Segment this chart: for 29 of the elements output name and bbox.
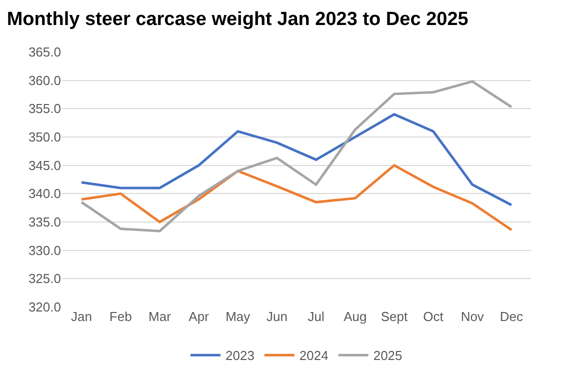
y-tick-label: 320.0 [28,300,61,315]
x-tick-label: May [226,309,251,324]
legend-label: 2025 [373,348,402,364]
x-tick-label: Sept [380,309,408,324]
y-tick-label: 360.0 [28,72,61,88]
y-tick-label: 345.0 [28,158,61,173]
x-tick-label: Mar [148,309,172,324]
x-tick-label: Jan [71,309,92,324]
x-tick-label: Feb [109,309,132,324]
y-tick-label: 350.0 [28,130,61,145]
y-tick-label: 365.0 [28,44,61,60]
x-tick-label: Nov [460,309,484,324]
x-tick-label: Jun [266,309,288,324]
y-tick-label: 325.0 [28,271,61,286]
y-tick-label: 355.0 [28,101,61,116]
legend-label: 2023 [226,348,254,364]
y-tick-label: 330.0 [28,242,61,258]
x-tick-label: Jul [308,309,324,324]
line-series [80,80,513,232]
x-tick-label: Apr [188,309,210,324]
y-tick-label: 340.0 [28,186,61,202]
chart-title: Monthly steer carcase weight Jan 2023 to Dec 2025 [6,8,469,30]
y-tick-label: 335.0 [28,214,61,230]
line-series [80,164,513,232]
legend-label: 2024 [299,348,328,364]
x-tick-label: Aug [344,309,367,324]
x-tick-label: Oct [423,309,444,324]
x-tick-label: Dec [500,309,524,324]
line-series [80,113,513,206]
